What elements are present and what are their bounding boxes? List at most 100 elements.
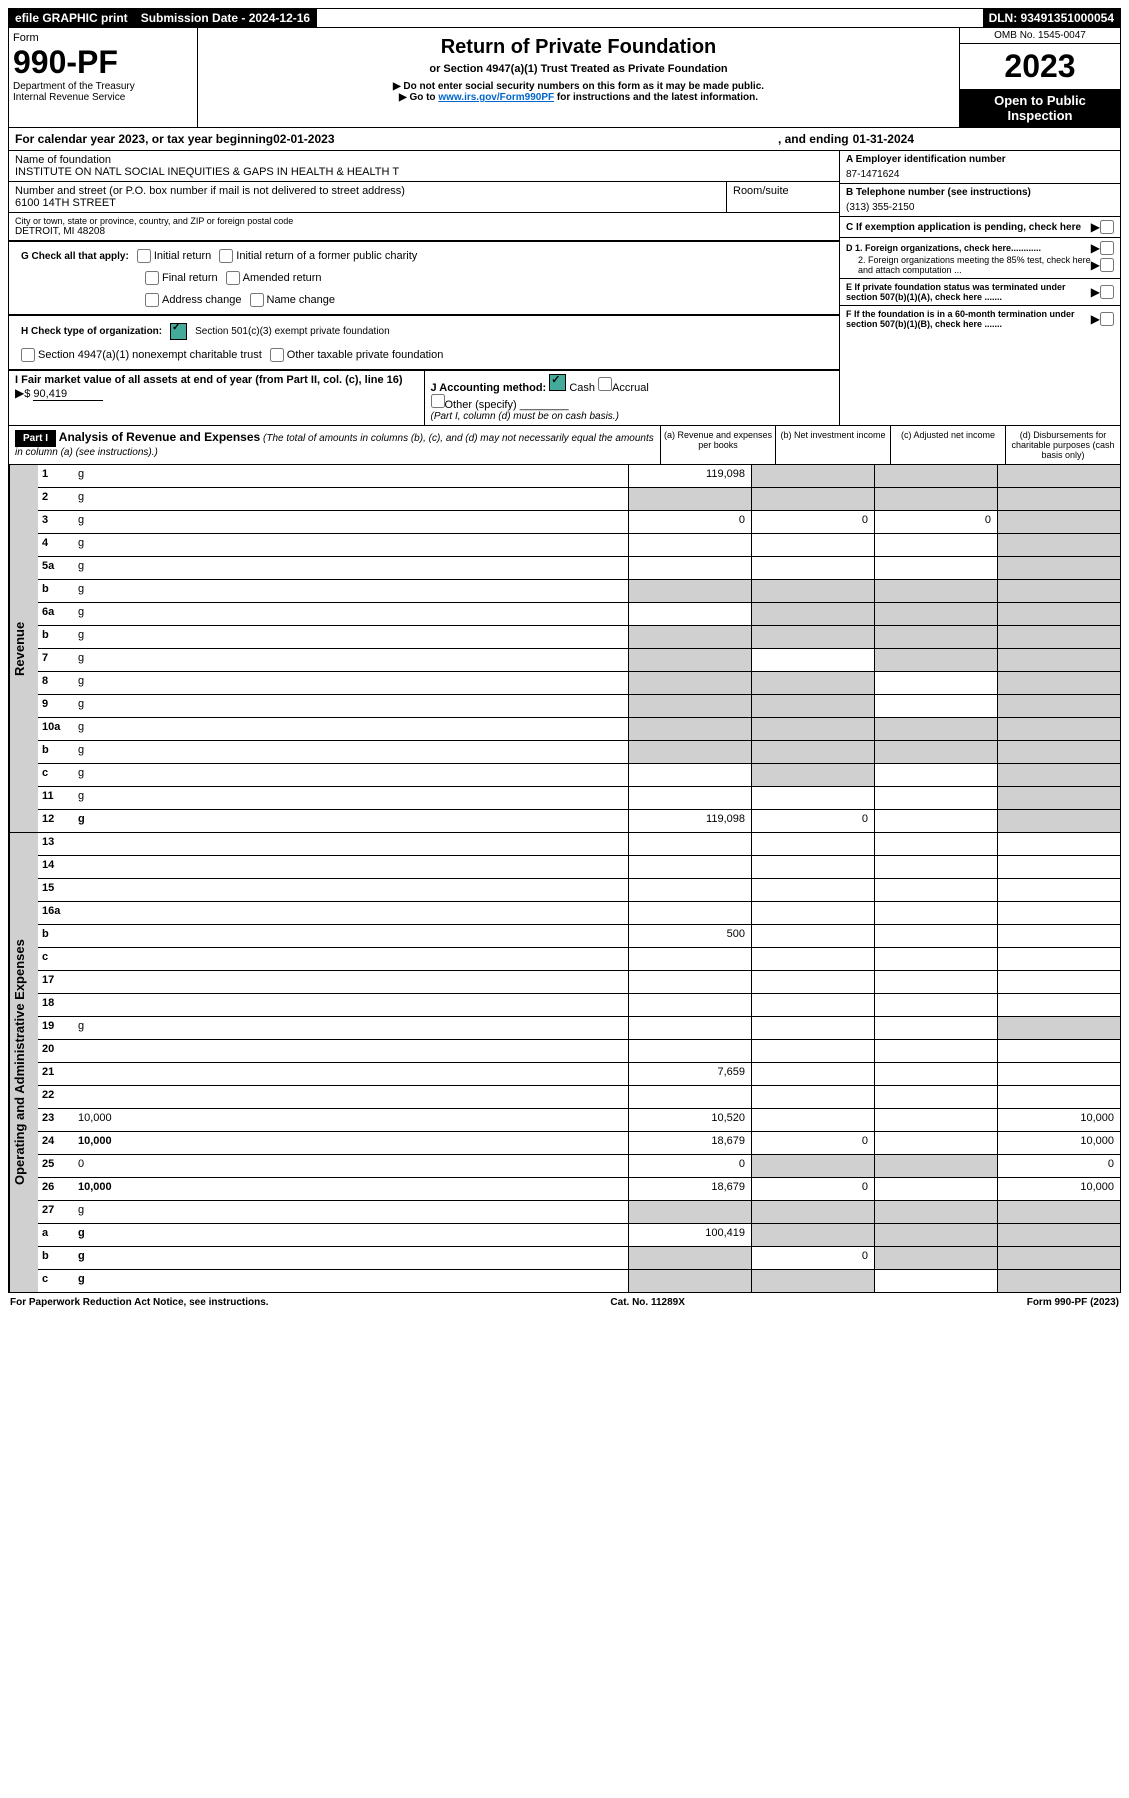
calendar-year-row: For calendar year 2023, or tax year begi… [8, 128, 1121, 151]
cell-col-a [628, 557, 751, 579]
j-accrual-checkbox[interactable]: Accrual [598, 382, 649, 394]
cell-col-c [874, 741, 997, 763]
cell-col-c [874, 672, 997, 694]
row-number: 16a [38, 902, 76, 924]
table-row: 17 [38, 971, 1120, 994]
cell-col-d: 10,000 [997, 1132, 1120, 1154]
cell-col-b [751, 833, 874, 855]
row-description [76, 879, 628, 901]
cell-col-d [997, 879, 1120, 901]
i-label: I Fair market value of all assets at end… [15, 374, 403, 386]
ein: 87-1471624 [846, 165, 1114, 180]
cell-col-b [751, 948, 874, 970]
cell-col-b: 0 [751, 511, 874, 533]
h3-checkbox[interactable]: Other taxable private foundation [270, 348, 444, 362]
table-row: bg [38, 626, 1120, 649]
cell-col-d [997, 856, 1120, 878]
h2-checkbox[interactable]: Section 4947(a)(1) nonexempt charitable … [21, 348, 262, 362]
header-left: Form 990-PF Department of the Treasury I… [9, 28, 198, 127]
cell-col-a [628, 718, 751, 740]
row-number: 23 [38, 1109, 76, 1131]
addr: 6100 14TH STREET [15, 197, 720, 209]
table-row: 9g [38, 695, 1120, 718]
table-row: 20 [38, 1040, 1120, 1063]
cell-col-b [751, 465, 874, 487]
row-number: 24 [38, 1132, 76, 1154]
form-word: Form [13, 32, 193, 44]
dln: DLN: 93491351000054 [983, 9, 1120, 27]
footer-mid: Cat. No. 11289X [610, 1297, 684, 1308]
table-row: bg [38, 741, 1120, 764]
cell-col-c [874, 810, 997, 832]
cell-col-b [751, 557, 874, 579]
row-description: g [76, 1017, 628, 1039]
table-row: cg [38, 1270, 1120, 1292]
cell-col-c [874, 1063, 997, 1085]
row-description: g [76, 1247, 628, 1269]
col-a-header: (a) Revenue and expenses per books [660, 426, 775, 464]
g-initial-public[interactable]: Initial return of a former public charit… [219, 249, 417, 263]
row-number: b [38, 580, 76, 602]
cell-col-a: 0 [628, 1155, 751, 1177]
cell-col-a: 18,679 [628, 1132, 751, 1154]
cell-col-c [874, 1201, 997, 1223]
cell-col-b [751, 856, 874, 878]
row-description: g [76, 810, 628, 832]
cell-col-a [628, 764, 751, 786]
cell-col-c [874, 1040, 997, 1062]
g-address-change[interactable]: Address change [145, 293, 242, 307]
cell-col-c [874, 1086, 997, 1108]
footer-left: For Paperwork Reduction Act Notice, see … [10, 1297, 269, 1308]
cell-col-b [751, 1155, 874, 1177]
table-row: 14 [38, 856, 1120, 879]
inspection-2: Inspection [962, 108, 1118, 123]
e-checkbox[interactable] [1100, 285, 1114, 299]
phone: (313) 355-2150 [846, 198, 1114, 213]
cell-col-c [874, 488, 997, 510]
g-name-change[interactable]: Name change [250, 293, 336, 307]
a-label: A Employer identification number [846, 154, 1114, 165]
revenue-rows: 1g119,0982g3g0004g5agbg6agbg7g8g9g10agbg… [38, 465, 1120, 832]
c-checkbox[interactable] [1100, 220, 1114, 234]
d1-checkbox[interactable] [1100, 241, 1114, 255]
cell-col-c [874, 994, 997, 1016]
footer: For Paperwork Reduction Act Notice, see … [8, 1293, 1121, 1312]
cell-col-d [997, 1063, 1120, 1085]
g-initial-return[interactable]: Initial return [137, 249, 211, 263]
cell-col-c: 0 [874, 511, 997, 533]
cell-col-a [628, 787, 751, 809]
cell-col-a [628, 1270, 751, 1292]
h1-text: Section 501(c)(3) exempt private foundat… [195, 326, 390, 337]
g-amended-return[interactable]: Amended return [226, 271, 322, 285]
cell-col-b [751, 1086, 874, 1108]
table-row: 1g119,098 [38, 465, 1120, 488]
j-other-checkbox[interactable]: Other (specify) [431, 399, 517, 411]
form-header: Form 990-PF Department of the Treasury I… [8, 28, 1121, 128]
cell-col-c [874, 879, 997, 901]
cell-col-d [997, 534, 1120, 556]
f-label: F If the foundation is in a 60-month ter… [846, 309, 1091, 329]
row-number: 21 [38, 1063, 76, 1085]
row-description: g [76, 626, 628, 648]
tax-year: 2023 [960, 44, 1120, 89]
room-label: Room/suite [733, 185, 833, 197]
cell-col-d [997, 925, 1120, 947]
f-checkbox[interactable] [1100, 312, 1114, 326]
arrow-icon: ▶ [15, 386, 24, 400]
city-label: City or town, state or province, country… [15, 216, 833, 226]
arrow-icon: ▶ [1091, 258, 1100, 272]
row-number: 6a [38, 603, 76, 625]
g-final-return[interactable]: Final return [145, 271, 218, 285]
cell-col-d [997, 787, 1120, 809]
d2-checkbox[interactable] [1100, 258, 1114, 272]
irs-link[interactable]: www.irs.gov/Form990PF [438, 92, 554, 103]
table-row: 2610,00018,679010,000 [38, 1178, 1120, 1201]
j-cash-checked-icon [549, 374, 566, 391]
cell-col-d [997, 695, 1120, 717]
cell-col-d [997, 833, 1120, 855]
h-row: H Check type of organization: Section 50… [15, 319, 833, 344]
table-row: b500 [38, 925, 1120, 948]
row-number: 15 [38, 879, 76, 901]
part1-title: Analysis of Revenue and Expenses [59, 430, 260, 444]
arrow-icon: ▶ [1091, 220, 1100, 234]
